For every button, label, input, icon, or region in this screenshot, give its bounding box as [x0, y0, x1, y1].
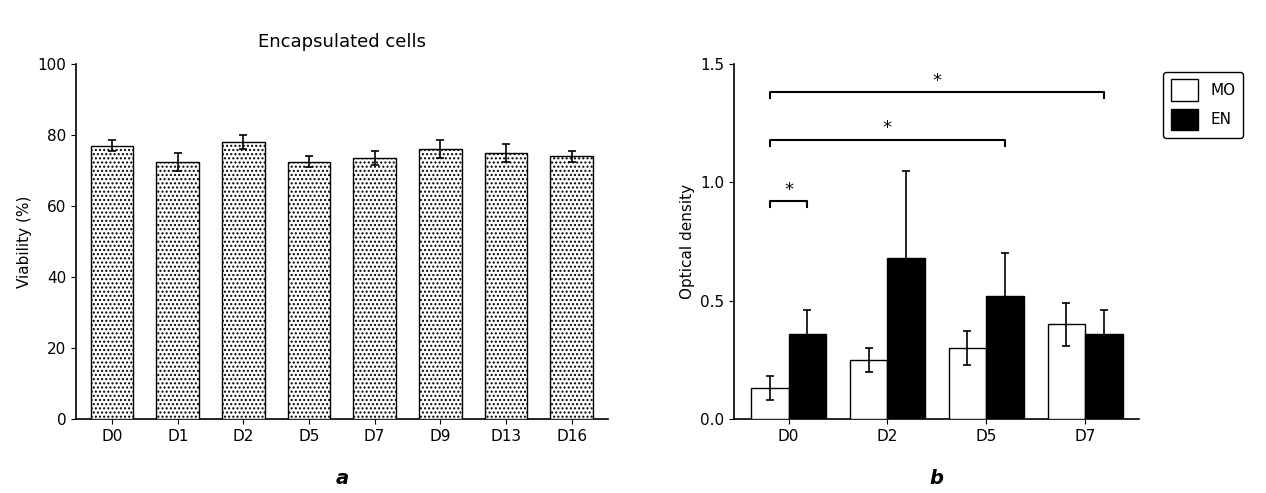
Bar — [551, 156, 592, 419]
Text: b: b — [929, 469, 944, 488]
Bar — [789, 334, 827, 419]
Bar — [485, 153, 527, 419]
Bar — [849, 360, 887, 419]
Bar — [222, 142, 265, 419]
Text: *: * — [932, 72, 942, 90]
Text: *: * — [784, 181, 793, 199]
Bar — [1085, 334, 1123, 419]
Text: *: * — [882, 119, 893, 138]
Bar — [419, 149, 462, 419]
Legend: MO, EN: MO, EN — [1163, 71, 1243, 138]
Y-axis label: Viability (%): Viability (%) — [16, 195, 32, 288]
Bar — [751, 388, 789, 419]
Title: Encapsulated cells: Encapsulated cells — [258, 34, 425, 51]
Text: a: a — [335, 469, 348, 488]
Y-axis label: Optical density: Optical density — [680, 184, 695, 299]
Bar — [353, 158, 396, 419]
Bar — [948, 348, 986, 419]
Bar — [157, 162, 199, 419]
Bar — [986, 296, 1024, 419]
Bar — [287, 162, 330, 419]
Bar — [91, 146, 133, 419]
Bar — [1047, 324, 1085, 419]
Bar — [887, 258, 925, 419]
